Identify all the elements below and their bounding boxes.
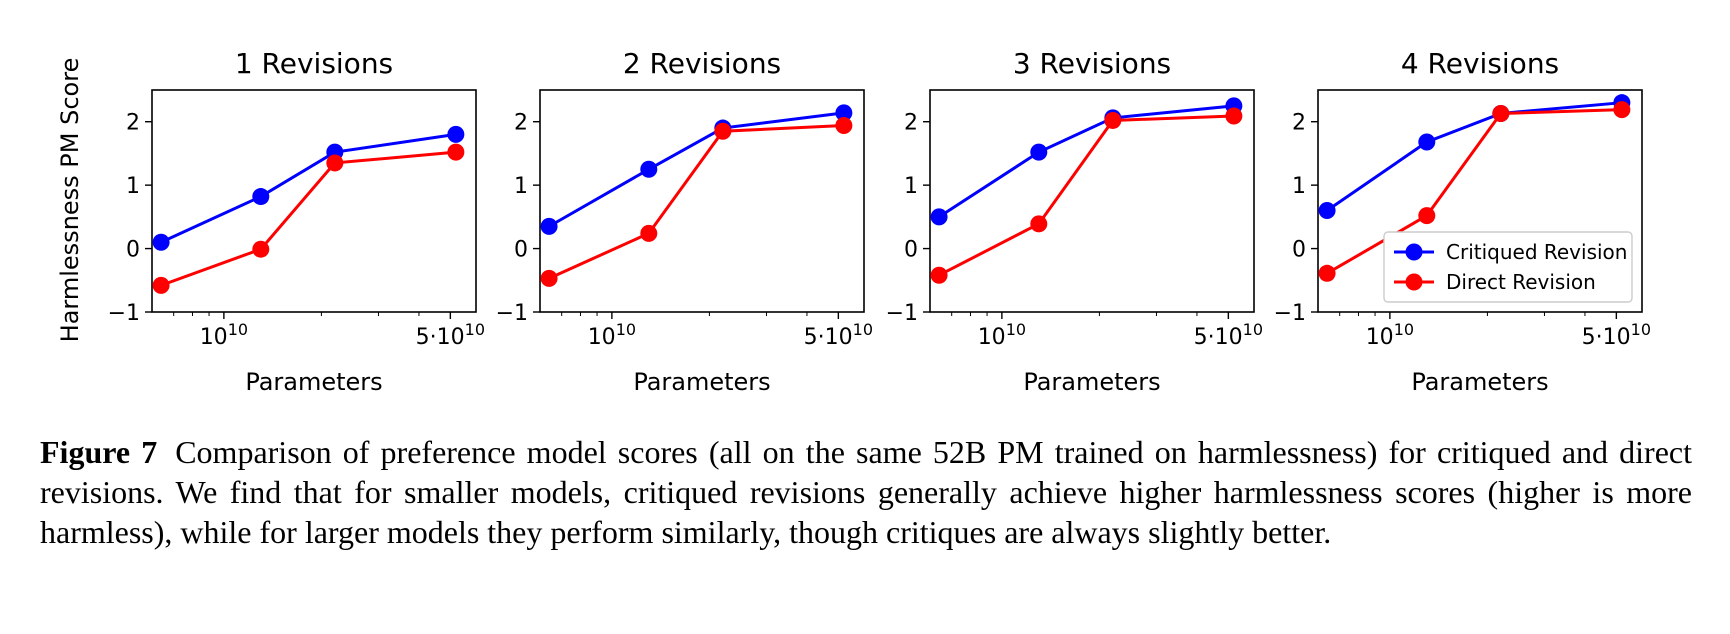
data-point — [714, 122, 732, 140]
chart-panel-3: 3 Revisions −1 0 1 2 1010 5·1010 Parameters — [886, 47, 1263, 396]
data-point — [930, 208, 948, 226]
y-tick-label: 0 — [1292, 238, 1306, 263]
legend-label: Direct Revision — [1446, 270, 1596, 294]
x-tick-label: 5·1010 — [1582, 320, 1651, 350]
x-axis-label: Parameters — [633, 368, 770, 396]
data-point — [152, 233, 170, 251]
x-tick-label: 5·1010 — [416, 320, 485, 350]
figure-caption: Figure 7 Comparison of preference model s… — [40, 432, 1692, 552]
x-tick-label: 5·1010 — [1194, 320, 1263, 350]
data-point — [1492, 104, 1510, 122]
data-point — [1318, 202, 1336, 220]
data-point — [1418, 133, 1436, 151]
series-line — [1326, 108, 1622, 275]
data-point — [835, 104, 853, 122]
x-axis-label: Parameters — [1023, 368, 1160, 396]
series-line — [938, 114, 1234, 277]
panel-title: 3 Revisions — [1013, 47, 1171, 80]
y-tick-label: 1 — [904, 174, 918, 199]
series-line — [160, 150, 456, 287]
y-tick-label: 0 — [904, 238, 918, 263]
x-tick-label: 1010 — [1366, 320, 1414, 350]
data-point — [540, 217, 558, 235]
legend-box — [1383, 231, 1633, 303]
y-tick-label: −1 — [108, 301, 140, 326]
x-axis-label: Parameters — [245, 368, 382, 396]
data-point — [1318, 264, 1336, 282]
x-tick-label: 1010 — [978, 320, 1026, 350]
panel-title: 1 Revisions — [235, 47, 393, 80]
data-point — [447, 125, 465, 143]
x-axis-label: Parameters — [1411, 368, 1548, 396]
legend: Critiqued Revision Direct Revision — [1383, 231, 1633, 303]
y-tick-label: 2 — [514, 111, 528, 136]
legend-marker — [1405, 273, 1423, 291]
data-point — [1030, 215, 1048, 233]
data-point — [640, 224, 658, 242]
y-tick-label: 1 — [514, 174, 528, 199]
panel-title: 2 Revisions — [623, 47, 781, 80]
y-tick-label: −1 — [1274, 301, 1306, 326]
caption-label: Figure 7 — [40, 434, 158, 470]
data-point — [835, 117, 853, 135]
legend-marker — [1405, 243, 1423, 261]
figure: Harmlessness PM Score 1 Revisions −1 0 1 2 10… — [56, 47, 1651, 396]
caption-text: Comparison of preference model scores (a… — [40, 434, 1693, 550]
data-point — [326, 154, 344, 172]
y-tick-label: 0 — [514, 238, 528, 263]
data-point — [252, 188, 270, 206]
data-point — [640, 160, 658, 178]
y-tick-label: −1 — [886, 301, 918, 326]
axes-frame — [151, 89, 477, 313]
data-point — [447, 143, 465, 161]
y-tick-label: 2 — [904, 111, 918, 136]
chart-figure: Harmlessness PM Score 1 Revisions−101210… — [56, 47, 1651, 396]
y-tick-label: 1 — [1292, 174, 1306, 199]
axes-frame — [1317, 89, 1643, 313]
data-point — [252, 240, 270, 258]
data-point — [1030, 143, 1048, 161]
axes-frame — [929, 89, 1255, 313]
panel-title: 4 Revisions — [1401, 47, 1559, 80]
x-tick-label: 5·1010 — [804, 320, 873, 350]
chart-panel-1: 1 Revisions −1 0 1 2 1010 5·1010 Parameters — [108, 47, 485, 396]
y-axis-label: Harmlessness PM Score — [56, 58, 84, 343]
data-point — [152, 276, 170, 294]
data-point — [540, 269, 558, 287]
series-line — [548, 124, 844, 280]
series-line — [1326, 101, 1622, 212]
chart-panel-2: 2 Revisions −1 0 1 2 1010 5·1010 Parameters — [496, 47, 873, 396]
series-line — [548, 111, 845, 228]
legend-label: Critiqued Revision — [1446, 240, 1627, 264]
data-point — [1104, 111, 1122, 129]
data-point — [1418, 207, 1436, 225]
y-tick-label: 2 — [1292, 111, 1306, 136]
data-point — [930, 266, 948, 284]
y-tick-label: 1 — [126, 174, 140, 199]
x-tick-label: 1010 — [588, 320, 636, 350]
data-point — [1613, 101, 1631, 119]
series-line — [160, 132, 457, 244]
axes-frame — [539, 89, 865, 313]
y-tick-label: −1 — [496, 301, 528, 326]
chart-panel-4: 4 Revisions −1 0 1 2 1010 5·1010 Parameters Crit… — [1274, 47, 1651, 396]
y-tick-label: 0 — [126, 238, 140, 263]
series-line — [938, 104, 1235, 219]
data-point — [1225, 107, 1243, 125]
y-tick-label: 2 — [126, 111, 140, 136]
x-tick-label: 1010 — [200, 320, 248, 350]
